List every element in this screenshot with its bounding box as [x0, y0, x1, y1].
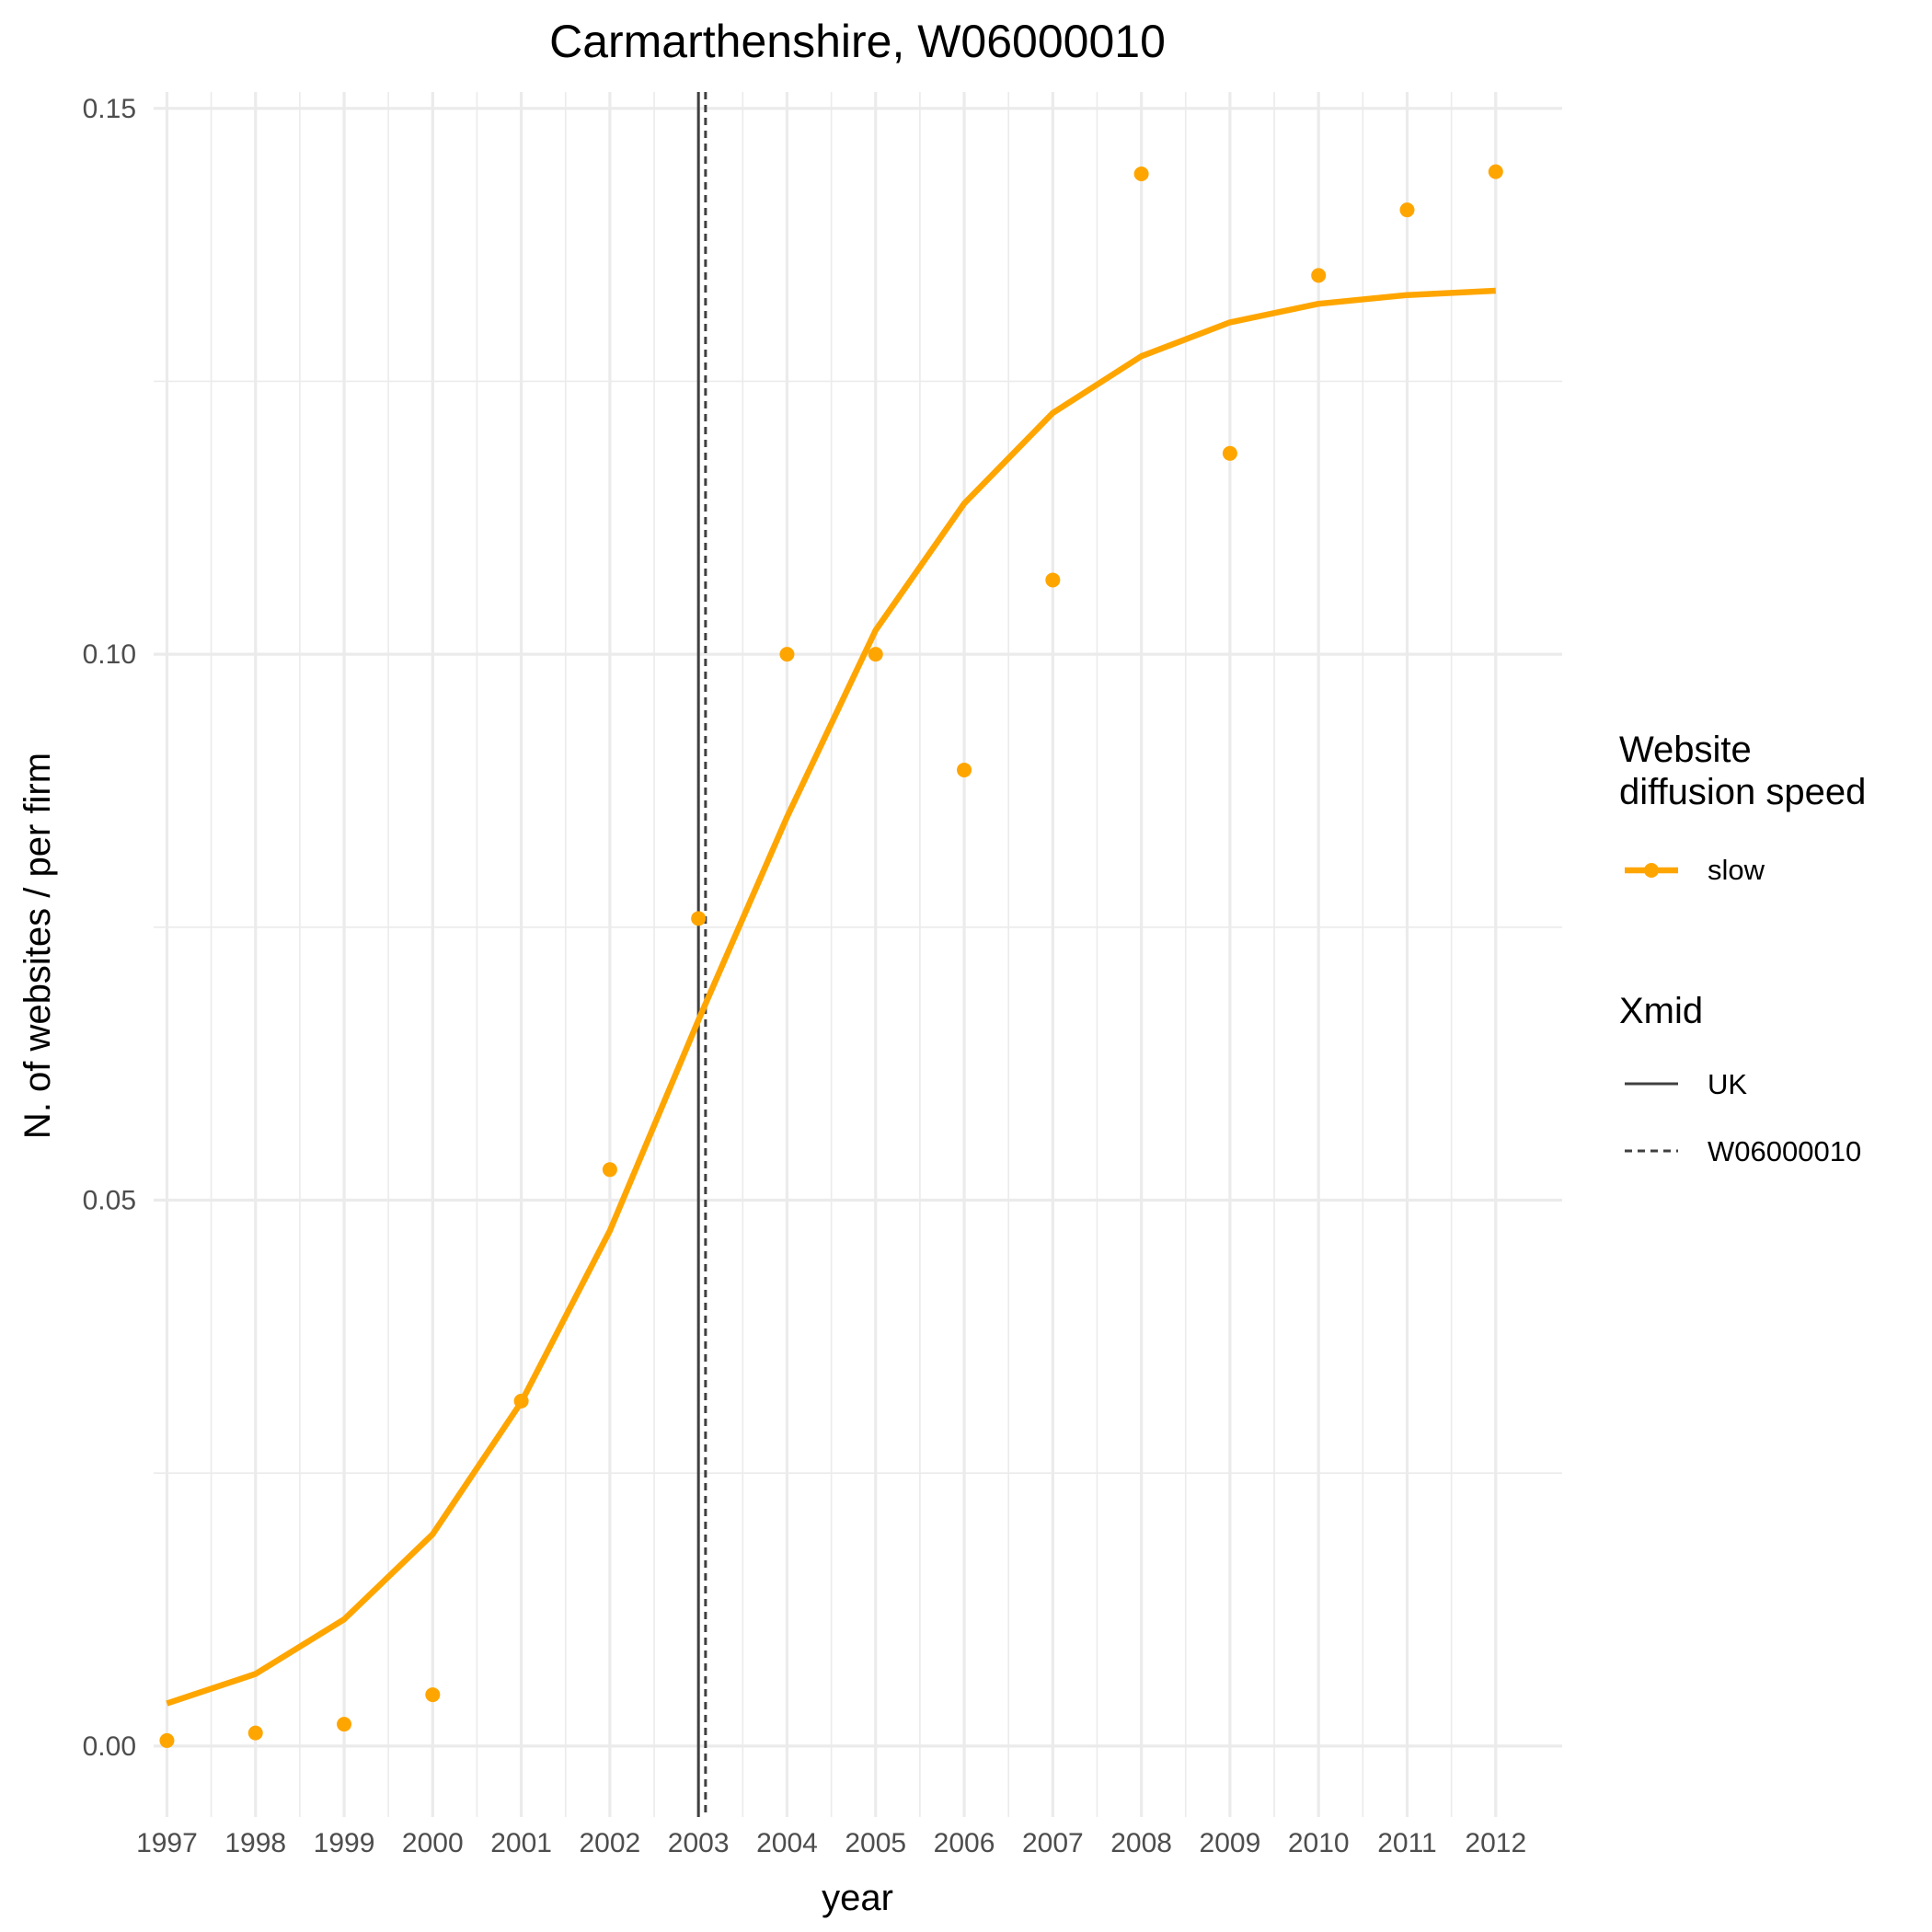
x-tick-label: 2009: [1200, 1828, 1261, 1858]
observed-points: [159, 164, 1503, 1748]
minor-grid: [154, 92, 1562, 1817]
legend-title-speed: diffusion speed: [1619, 772, 1866, 812]
data-point-slow: [779, 647, 795, 662]
x-tick-label: 2000: [402, 1828, 464, 1858]
x-tick-label: 2010: [1288, 1828, 1350, 1858]
data-point-slow: [1133, 167, 1149, 182]
data-point-slow: [691, 911, 707, 926]
x-tick-label: 2012: [1465, 1828, 1526, 1858]
x-tick-label: 2006: [934, 1828, 995, 1858]
x-tick-label: 1997: [136, 1828, 198, 1858]
y-tick-label: 0.10: [83, 639, 136, 670]
data-point-slow: [868, 647, 883, 662]
x-tick-label: 1999: [314, 1828, 375, 1858]
y-tick-labels: 0.00 0.05 0.10 0.15: [83, 94, 136, 1762]
y-tick-label: 0.15: [83, 94, 136, 124]
data-point-slow: [425, 1687, 441, 1703]
x-tick-label: 2001: [490, 1828, 552, 1858]
data-point-slow: [337, 1717, 352, 1732]
y-tick-label: 0.05: [83, 1186, 136, 1216]
x-tick-label: 2011: [1377, 1828, 1437, 1858]
major-grid: [154, 92, 1562, 1817]
data-point-slow: [513, 1393, 529, 1409]
data-point-slow: [247, 1725, 263, 1741]
legend-label-w06000010: W06000010: [1708, 1135, 1861, 1167]
fitted-line-slow: [166, 287, 1496, 1707]
x-tick-label: 2007: [1022, 1828, 1084, 1858]
legend-title-speed: Website: [1619, 730, 1752, 770]
x-tick-label: 2003: [668, 1828, 730, 1858]
data-point-slow: [159, 1732, 175, 1748]
data-point-slow: [957, 762, 972, 777]
data-point-slow: [1488, 164, 1503, 179]
x-tick-label: 1998: [224, 1828, 286, 1858]
legend-label-slow: slow: [1708, 854, 1765, 886]
fitted-curves: [166, 287, 1496, 1707]
data-point-slow: [1045, 572, 1061, 588]
x-axis-title: year: [822, 1878, 893, 1918]
reference-lines: [696, 92, 707, 1817]
y-tick-label: 0.00: [83, 1731, 136, 1762]
data-point-slow: [1399, 202, 1415, 218]
x-tick-label: 2008: [1110, 1828, 1172, 1858]
chart-title: Carmarthenshire, W06000010: [549, 16, 1166, 67]
data-point-slow: [1222, 445, 1237, 461]
y-axis-title: N. of websites / per firm: [17, 753, 58, 1139]
x-tick-labels: 1997 1998 1999 2000 2001 2002 2003 2004 2005 2006…: [136, 1828, 1526, 1858]
x-tick-label: 2002: [580, 1828, 641, 1858]
legend-label-uk: UK: [1708, 1068, 1747, 1100]
legend-title-xmid: Xmid: [1619, 991, 1703, 1031]
data-point-slow: [1311, 268, 1327, 283]
legend-key-point-slow: [1644, 863, 1659, 878]
x-tick-label: 2004: [756, 1828, 818, 1858]
x-tick-label: 2005: [845, 1828, 906, 1858]
data-point-slow: [602, 1162, 617, 1178]
